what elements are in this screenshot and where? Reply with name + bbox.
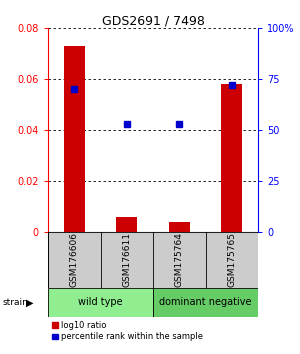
Text: GSM176611: GSM176611 bbox=[122, 232, 131, 287]
Bar bbox=[169, 222, 190, 232]
Text: GSM175764: GSM175764 bbox=[175, 232, 184, 287]
Text: GSM176606: GSM176606 bbox=[70, 232, 79, 287]
Bar bbox=[206, 232, 258, 287]
Bar bbox=[221, 84, 242, 232]
Bar bbox=[153, 232, 206, 287]
Text: dominant negative: dominant negative bbox=[159, 297, 252, 307]
Legend: log10 ratio, percentile rank within the sample: log10 ratio, percentile rank within the … bbox=[52, 321, 203, 341]
Text: GSM175765: GSM175765 bbox=[227, 232, 236, 287]
Text: wild type: wild type bbox=[78, 297, 123, 307]
Bar bbox=[64, 46, 85, 232]
Bar bbox=[116, 217, 137, 232]
Bar bbox=[153, 287, 258, 317]
Text: strain: strain bbox=[3, 298, 29, 307]
Bar bbox=[100, 232, 153, 287]
Title: GDS2691 / 7498: GDS2691 / 7498 bbox=[102, 14, 204, 27]
Text: ▶: ▶ bbox=[26, 297, 33, 307]
Bar bbox=[48, 232, 100, 287]
Bar bbox=[48, 287, 153, 317]
